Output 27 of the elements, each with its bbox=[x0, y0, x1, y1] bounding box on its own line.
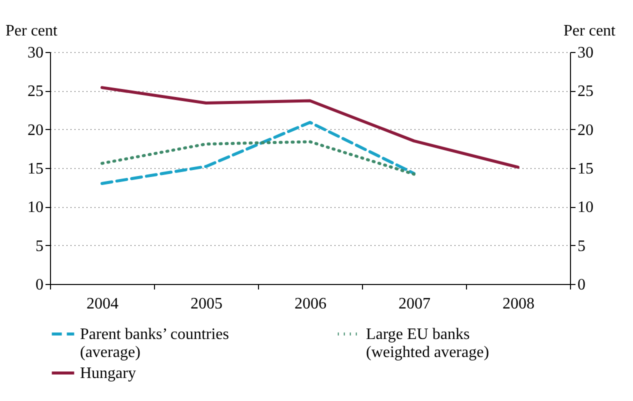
y2-tick-label: 5 bbox=[578, 238, 586, 255]
y-tick-label: 0 bbox=[36, 276, 44, 294]
line-series bbox=[100, 120, 416, 185]
x-tick-label: 2005 bbox=[190, 296, 222, 312]
line-series bbox=[100, 140, 416, 176]
y2-tick-label: 30 bbox=[578, 44, 594, 62]
y-tick-label: 5 bbox=[36, 238, 44, 255]
legend-label: Large EU banks (weighted average) bbox=[366, 326, 490, 361]
x-tick-label: 2004 bbox=[86, 296, 118, 312]
y2-tick-label: 20 bbox=[578, 122, 594, 139]
y2-tick-label: 15 bbox=[578, 160, 594, 178]
x-tick-label: 2008 bbox=[502, 296, 534, 312]
y-tick-label: 25 bbox=[28, 83, 44, 100]
y2-tick-label: 0 bbox=[578, 276, 586, 294]
y2-tick-label: 25 bbox=[578, 83, 594, 100]
y2-axis-title: Per cent bbox=[564, 22, 616, 40]
y-tick-label: 15 bbox=[28, 160, 44, 178]
legend-label: Parent banks’ countries (average) bbox=[80, 326, 229, 361]
x-tick-label: 2007 bbox=[398, 296, 430, 312]
y-tick-label: 10 bbox=[28, 199, 44, 216]
line-series bbox=[100, 86, 520, 169]
x-tick-label: 2006 bbox=[294, 296, 326, 312]
y2-tick-label: 10 bbox=[578, 199, 594, 216]
y-tick-label: 20 bbox=[28, 122, 44, 139]
y-tick-label: 30 bbox=[28, 44, 44, 62]
legend-label: Hungary bbox=[80, 365, 136, 382]
y-axis-title: Per cent bbox=[6, 22, 58, 40]
